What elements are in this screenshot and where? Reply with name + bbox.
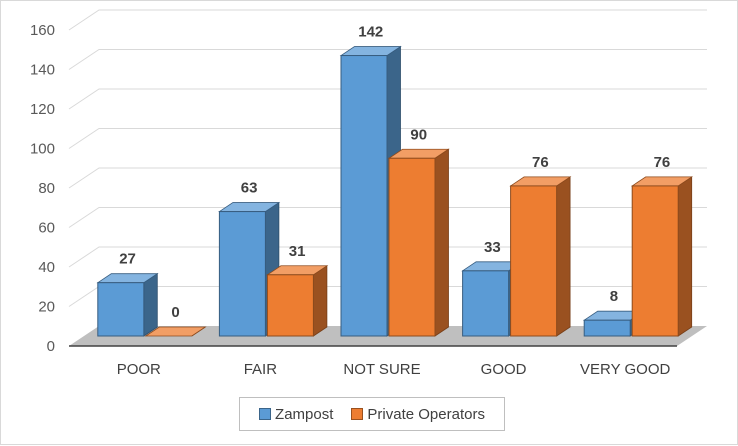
bar-top-private-operators-poor (144, 326, 207, 337)
bar-zampost-not-sure (340, 55, 388, 337)
bar-side-private-operators-very-good (677, 176, 693, 337)
data-label-private-operators-not-sure: 90 (410, 126, 427, 143)
gridline (68, 207, 707, 228)
legend-swatch-private-operators (351, 408, 364, 420)
x-tick-label: GOOD (481, 361, 527, 378)
data-label-private-operators-good: 76 (532, 154, 549, 171)
legend-label-private-operators: Private Operators (367, 405, 485, 423)
bar-side-private-operators-fair (312, 265, 328, 337)
legend-swatch-zampost (259, 408, 272, 420)
y-tick-label: 100 (30, 141, 55, 158)
y-tick-label: 120 (30, 101, 55, 118)
data-label-private-operators-poor: 0 (171, 304, 179, 321)
y-tick-label: 0 (47, 338, 55, 355)
y-tick-label: 60 (38, 220, 55, 237)
bar-private-operators-fair (266, 274, 314, 337)
legend-label-zampost: Zampost (275, 405, 334, 423)
bar-zampost-very-good (583, 319, 631, 337)
bar-zampost-fair (218, 211, 266, 337)
bar-private-operators-good (510, 185, 558, 337)
data-label-private-operators-fair: 31 (289, 243, 306, 260)
y-tick-label: 80 (38, 180, 55, 197)
bar-zampost-good (462, 270, 510, 337)
bar-private-operators-very-good (631, 185, 679, 337)
x-tick-label: FAIR (244, 361, 278, 378)
data-label-zampost-fair: 63 (241, 180, 258, 197)
gridline (68, 167, 707, 189)
bar-private-operators-not-sure (388, 157, 436, 337)
gridline (68, 246, 707, 268)
x-tick-label: NOT SURE (343, 361, 420, 378)
gridline (68, 88, 707, 110)
y-tick-label: 140 (30, 62, 55, 79)
bar-side-zampost-poor (143, 272, 158, 337)
bar-side-private-operators-good (556, 176, 571, 337)
x-tick-label: POOR (117, 361, 161, 378)
legend-item-private-operators: Private Operators (351, 406, 485, 423)
bar-zampost-poor (97, 282, 145, 337)
data-label-private-operators-very-good: 76 (654, 154, 671, 171)
data-label-zampost-very-good: 8 (610, 288, 618, 305)
data-label-zampost-good: 33 (484, 239, 501, 256)
gridline (68, 49, 707, 70)
bar-side-private-operators-not-sure (434, 148, 449, 337)
y-tick-label: 40 (38, 259, 55, 276)
data-label-zampost-poor: 27 (119, 251, 136, 268)
chart-legend: Zampost Private Operators (239, 397, 505, 431)
y-tick-label: 160 (30, 22, 55, 39)
gridline (68, 128, 707, 149)
data-label-zampost-not-sure: 142 (358, 24, 383, 41)
gridline (68, 9, 707, 31)
legend-item-zampost: Zampost (259, 406, 333, 423)
y-tick-label: 20 (38, 299, 55, 316)
x-tick-label: VERY GOOD (580, 361, 670, 378)
